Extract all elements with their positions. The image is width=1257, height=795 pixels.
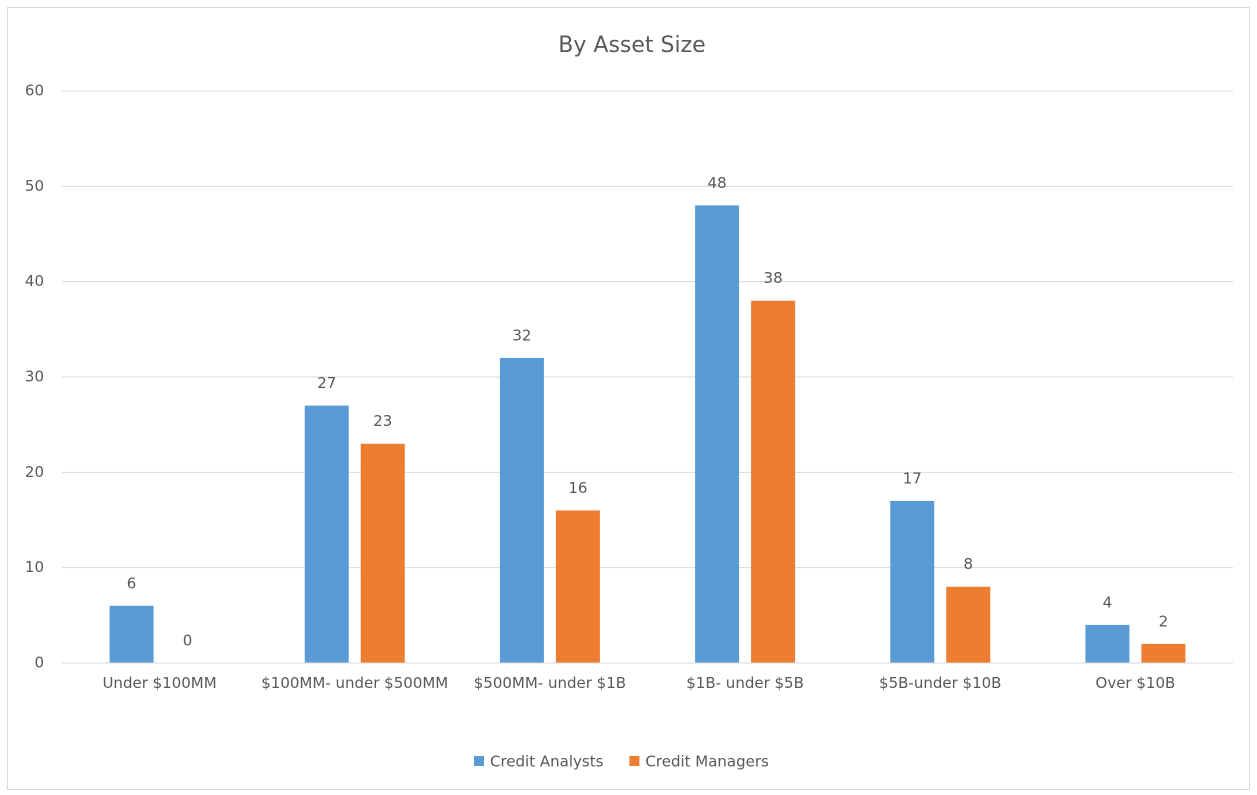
y-tick-label: 50 [25, 177, 44, 195]
x-tick-label: Over $10B [1095, 674, 1176, 692]
data-label: 27 [317, 374, 336, 392]
y-tick-label: 60 [25, 82, 44, 100]
legend-swatch [629, 756, 640, 766]
data-label: 17 [903, 469, 922, 487]
data-label: 6 [127, 574, 137, 592]
bar [304, 405, 349, 663]
x-tick-label: $100MM- under $500MM [261, 674, 449, 692]
bar [946, 586, 991, 663]
y-tick-label: 10 [25, 558, 44, 576]
y-tick-label: 40 [25, 272, 44, 290]
legend-label: Credit Analysts [490, 753, 604, 771]
y-tick-label: 30 [25, 368, 44, 386]
x-tick-label: $500MM- under $1B [473, 674, 627, 692]
data-label: 2 [1159, 612, 1169, 630]
data-label: 16 [568, 479, 587, 497]
data-label: 8 [963, 555, 973, 573]
x-tick-label: $5B-under $10B [879, 674, 1002, 692]
bar [555, 510, 600, 663]
chart-title: By Asset Size [558, 33, 705, 58]
bar [360, 443, 405, 663]
chart-border [7, 7, 1250, 790]
bar [109, 605, 154, 663]
bar [1085, 624, 1130, 663]
data-label: 23 [373, 412, 392, 430]
bar [499, 357, 544, 663]
bar [1141, 643, 1186, 663]
data-label: 4 [1103, 593, 1113, 611]
legend-label: Credit Managers [645, 753, 769, 771]
y-tick-label: 20 [25, 463, 44, 481]
data-label: 0 [183, 632, 193, 650]
bar [751, 300, 796, 663]
y-tick-label: 0 [34, 654, 44, 672]
bar [890, 500, 935, 663]
data-label: 48 [708, 174, 727, 192]
bar [695, 205, 740, 663]
data-label: 38 [764, 269, 783, 287]
x-tick-label: $1B- under $5B [686, 674, 804, 692]
legend-swatch [474, 756, 484, 766]
data-label: 32 [512, 326, 531, 344]
x-tick-label: Under $100MM [102, 674, 217, 692]
